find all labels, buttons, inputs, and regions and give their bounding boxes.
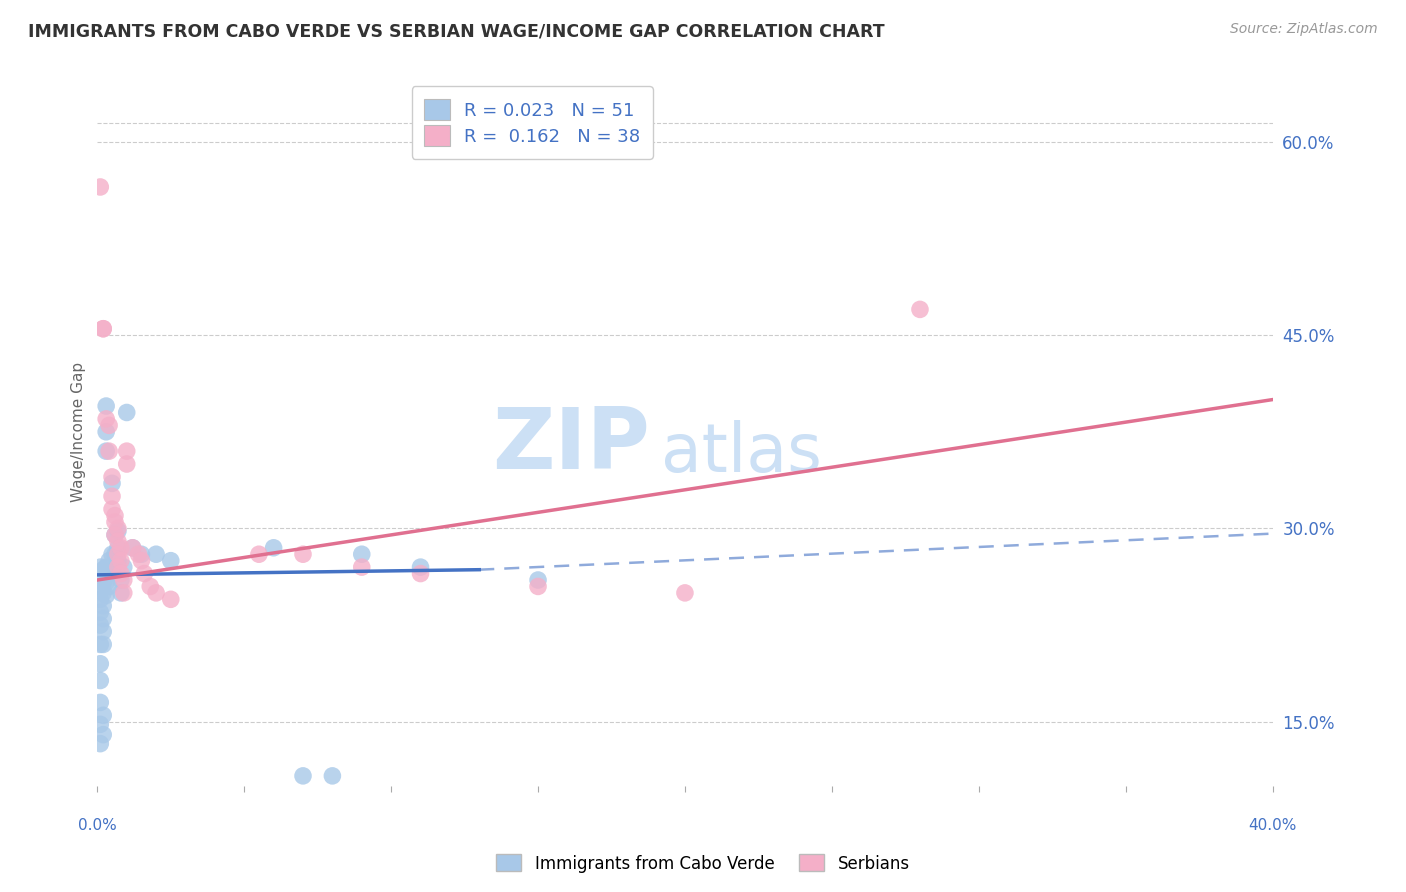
Point [89,180,111,194]
Point [96,425,118,439]
Point [104,508,127,523]
Point [89,717,111,731]
Point [112,573,135,587]
Point [96,444,118,458]
Point [104,515,127,529]
Point [110,573,132,587]
Point [110,586,132,600]
Point [91,708,114,723]
Point [131,547,153,561]
Point [107,554,129,568]
Point [131,554,153,568]
Point [127,547,149,561]
Point [101,470,124,484]
Point [115,444,138,458]
Text: 0.0%: 0.0% [77,818,117,833]
Point [91,637,114,651]
Point [89,737,111,751]
Point [91,624,114,639]
Point [121,541,143,555]
Point [91,612,114,626]
Point [89,695,111,709]
Point [159,592,181,607]
Point [139,579,162,593]
Text: ZIP: ZIP [492,404,650,488]
Point [107,560,129,574]
Point [350,560,373,574]
Point [145,547,167,561]
Point [89,579,111,593]
Point [673,586,696,600]
Point [89,673,111,688]
Point [121,541,143,555]
Point [104,528,127,542]
Point [409,560,432,574]
Point [110,566,132,581]
Point [110,541,132,555]
Point [89,618,111,632]
Point [107,521,129,535]
Point [104,528,127,542]
Point [89,560,111,574]
Point [292,769,315,783]
Point [112,560,135,574]
Point [263,541,285,555]
Point [91,575,114,590]
Point [91,599,114,613]
Point [908,882,931,892]
Point [134,566,156,581]
Point [104,547,127,561]
Point [115,405,138,419]
Legend: Immigrants from Cabo Verde, Serbians: Immigrants from Cabo Verde, Serbians [489,847,917,880]
Point [96,399,118,413]
Point [96,575,118,590]
Point [527,573,550,587]
Point [91,322,114,336]
Point [101,547,124,561]
Point [98,418,121,433]
Point [89,605,111,619]
Point [98,444,121,458]
Legend: R = 0.023   N = 51, R =  0.162   N = 38: R = 0.023 N = 51, R = 0.162 N = 38 [412,87,652,159]
Text: atlas: atlas [661,420,823,486]
Point [247,547,270,561]
Point [101,476,124,491]
Point [107,547,129,561]
Point [91,728,114,742]
Point [321,769,343,783]
Point [91,322,114,336]
Point [89,637,111,651]
Point [112,586,135,600]
Point [908,302,931,317]
Point [96,560,118,574]
Y-axis label: Wage/Income Gap: Wage/Income Gap [72,362,86,502]
Point [292,547,315,561]
Point [107,524,129,538]
Point [91,563,114,577]
Text: IMMIGRANTS FROM CABO VERDE VS SERBIAN WAGE/INCOME GAP CORRELATION CHART: IMMIGRANTS FROM CABO VERDE VS SERBIAN WA… [28,22,884,40]
Point [107,534,129,549]
Point [145,586,167,600]
Text: 40.0%: 40.0% [1249,818,1296,833]
Point [159,554,181,568]
Point [110,554,132,568]
Point [101,502,124,516]
Text: Source: ZipAtlas.com: Source: ZipAtlas.com [1230,22,1378,37]
Point [89,657,111,671]
Point [101,563,124,577]
Point [527,579,550,593]
Point [96,412,118,426]
Point [98,566,121,581]
Point [101,489,124,503]
Point [96,589,118,603]
Point [89,592,111,607]
Point [409,566,432,581]
Point [91,586,114,600]
Point [107,541,129,555]
Point [350,547,373,561]
Point [115,457,138,471]
Point [98,579,121,593]
Point [98,554,121,568]
